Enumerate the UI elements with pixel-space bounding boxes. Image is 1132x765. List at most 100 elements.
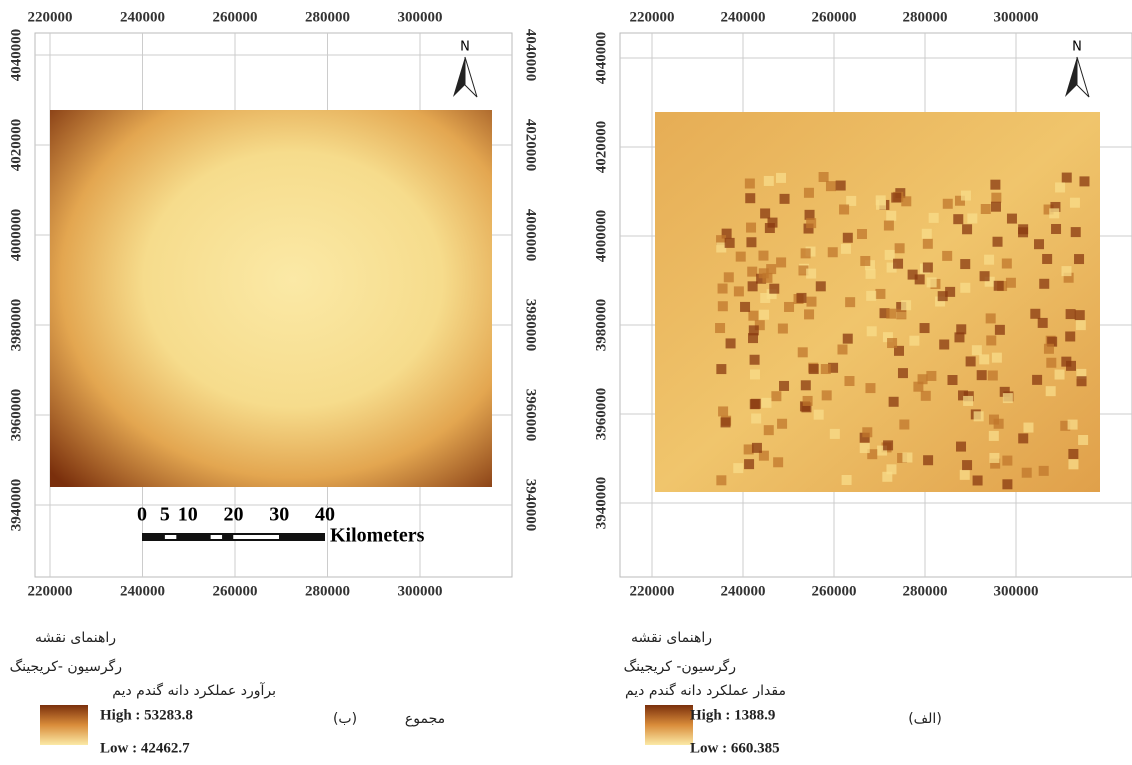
raster-cell	[901, 300, 912, 311]
raster-cell	[959, 469, 970, 480]
x-tick-label: 220000	[28, 583, 73, 599]
raster-cell	[1023, 422, 1034, 433]
raster-cell	[1032, 374, 1043, 385]
raster-cell	[896, 309, 907, 320]
raster-cell	[750, 398, 761, 409]
raster-cell	[884, 249, 895, 260]
raster-cell	[802, 395, 813, 406]
raster-cell	[886, 308, 897, 319]
raster-cell	[758, 250, 769, 261]
raster-cell	[893, 258, 904, 269]
raster-cell	[960, 259, 971, 270]
y-tick-label: 4020000	[523, 119, 539, 172]
raster-cell	[766, 289, 777, 300]
raster-cell	[879, 308, 890, 319]
x-tick-label: 300000	[994, 583, 1039, 599]
raster-cell	[735, 251, 746, 262]
legend-method: رگرسیون -کریجینگ	[10, 658, 122, 675]
raster-cell	[860, 255, 871, 266]
y-tick-label: 3940000	[523, 479, 539, 532]
raster-cell	[991, 352, 1002, 363]
raster-cell	[779, 193, 790, 204]
raster-cell	[897, 452, 908, 463]
raster-cell	[865, 268, 876, 279]
scale-bar-segment	[210, 535, 223, 539]
raster-cell	[962, 224, 973, 235]
scale-label: 0	[137, 504, 147, 526]
raster-cell	[956, 441, 967, 452]
x-tick-label: 280000	[305, 9, 350, 25]
scale-unit: Kilometers	[330, 525, 425, 547]
raster-cell	[747, 266, 758, 277]
y-tick-label: 3960000	[523, 389, 539, 442]
raster-cell	[760, 208, 771, 219]
raster-cell	[976, 370, 987, 381]
north-arrow	[464, 56, 478, 98]
raster-cell	[759, 309, 770, 320]
raster-cell	[733, 463, 744, 474]
raster-cell	[796, 292, 807, 303]
legend-variable: مقدار عملکرد دانه گندم دیم	[625, 682, 786, 699]
raster-cell	[797, 347, 808, 358]
raster-cell	[922, 238, 933, 249]
raster-cell	[939, 339, 950, 350]
raster-cell	[1005, 277, 1016, 288]
raster-cell	[1063, 272, 1074, 283]
raster-cell	[748, 325, 759, 336]
north-label: N	[1072, 40, 1082, 55]
legend-swatch	[645, 705, 693, 745]
y-tick-label: 3980000	[593, 299, 609, 352]
raster-cell	[776, 257, 787, 268]
raster-cell	[923, 455, 934, 466]
raster-cell	[963, 395, 974, 406]
raster-cell	[800, 380, 811, 391]
x-tick-label: 220000	[630, 583, 675, 599]
legend-low: Low : 660.385	[690, 740, 780, 756]
raster-cell	[979, 354, 990, 365]
scale-label: 20	[224, 504, 244, 526]
raster-cell	[914, 274, 925, 285]
raster-cell	[800, 248, 811, 259]
raster-cell	[820, 364, 831, 375]
raster-cell	[1074, 254, 1085, 265]
raster-cell	[813, 409, 824, 420]
y-tick-label: 3960000	[593, 388, 609, 441]
raster-cell	[988, 430, 999, 441]
raster-cell	[1068, 459, 1079, 470]
raster-cell	[825, 181, 836, 192]
legend-low: Low : 42462.7	[100, 740, 190, 756]
raster-cell	[926, 370, 937, 381]
x-tick-label: 220000	[630, 9, 675, 25]
raster-cell	[751, 442, 762, 453]
raster-cell	[877, 445, 888, 456]
raster-cell	[937, 291, 948, 302]
raster-cell	[875, 288, 886, 299]
raster-cell	[779, 380, 790, 391]
legend-high: High : 53283.8	[100, 707, 193, 723]
raster-cell	[1079, 176, 1090, 187]
raster-cell	[901, 196, 912, 207]
raster-cell	[821, 390, 832, 401]
raster-cell	[716, 364, 727, 375]
raster-cell	[749, 354, 760, 365]
raster-cell	[725, 338, 736, 349]
raster-cell	[829, 428, 840, 439]
raster-cell	[777, 323, 788, 334]
raster-cell	[756, 273, 767, 284]
raster-cell	[897, 368, 908, 379]
raster-cell	[717, 301, 728, 312]
raster-cell	[751, 413, 762, 424]
raster-cell	[808, 364, 819, 375]
y-tick-label: 3940000	[593, 477, 609, 530]
raster-cell	[818, 172, 829, 183]
raster-cell	[1076, 376, 1087, 387]
raster-cell	[747, 281, 758, 292]
north-arrow	[1076, 56, 1090, 98]
raster-cell	[980, 204, 991, 215]
raster-cell	[776, 172, 787, 183]
raster-cell	[862, 427, 873, 438]
raster-cell	[716, 235, 727, 246]
scale-label: 5	[160, 504, 170, 526]
raster-cell	[956, 324, 967, 335]
raster-cell	[1065, 331, 1076, 342]
